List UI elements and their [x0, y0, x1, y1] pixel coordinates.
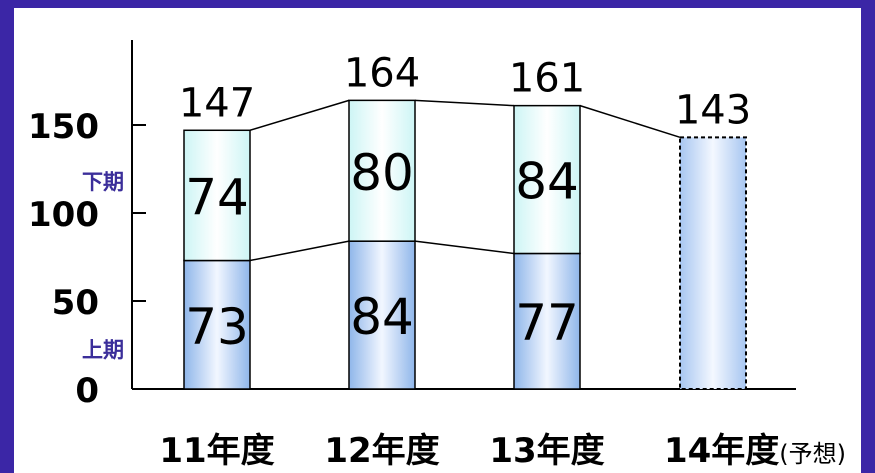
connector-line [249, 240, 350, 262]
bars [183, 99, 747, 390]
y-ticks: 0 50 100 150 [28, 107, 146, 411]
x-tick-label: 11年度 [159, 431, 274, 471]
x-tick-label: 14年度(予想) [664, 431, 846, 471]
segment-value-label: 74 [185, 168, 249, 226]
y-tick-label: 100 [28, 195, 99, 235]
x-tick-label: 12年度 [324, 431, 439, 471]
total-value-label: 147 [179, 80, 255, 126]
segment-value-label: 80 [350, 144, 414, 202]
y-tick-label: 150 [28, 107, 99, 147]
segment-value-label: 84 [515, 153, 579, 211]
total-value-label: 161 [509, 56, 585, 102]
series-label-first-half: 上期 [82, 338, 124, 362]
bar-segment-first-half [183, 259, 251, 390]
bar-segment-first-half [348, 240, 416, 390]
y-tick-label: 50 [52, 283, 99, 323]
bar-segment-second-half [513, 104, 581, 255]
x-tick-label: 13年度 [489, 431, 604, 471]
series-label-second-half: 下期 [82, 170, 124, 194]
connector-lines [249, 99, 681, 262]
segment-value-label: 84 [350, 288, 414, 346]
y-tick-label: 0 [75, 371, 99, 411]
total-value-label: 164 [344, 50, 420, 96]
bar-segment-second-half [183, 129, 251, 262]
forecast-note: (予想) [779, 440, 846, 468]
bar-segment-first-half [513, 252, 581, 390]
connector-line [579, 104, 681, 139]
segment-value-label: 73 [185, 298, 249, 356]
connector-line [414, 99, 515, 107]
total-value-label: 143 [675, 87, 751, 133]
segment-value-label: 77 [515, 294, 579, 352]
value-labels: 73 74 147 84 80 164 77 84 161 143 [179, 50, 751, 355]
connector-line [249, 99, 350, 131]
connector-line [414, 240, 515, 255]
forecast-bar [679, 136, 747, 390]
x-labels: 11年度 12年度 13年度 14年度(予想) [159, 431, 846, 471]
bar-segment-second-half [348, 99, 416, 242]
